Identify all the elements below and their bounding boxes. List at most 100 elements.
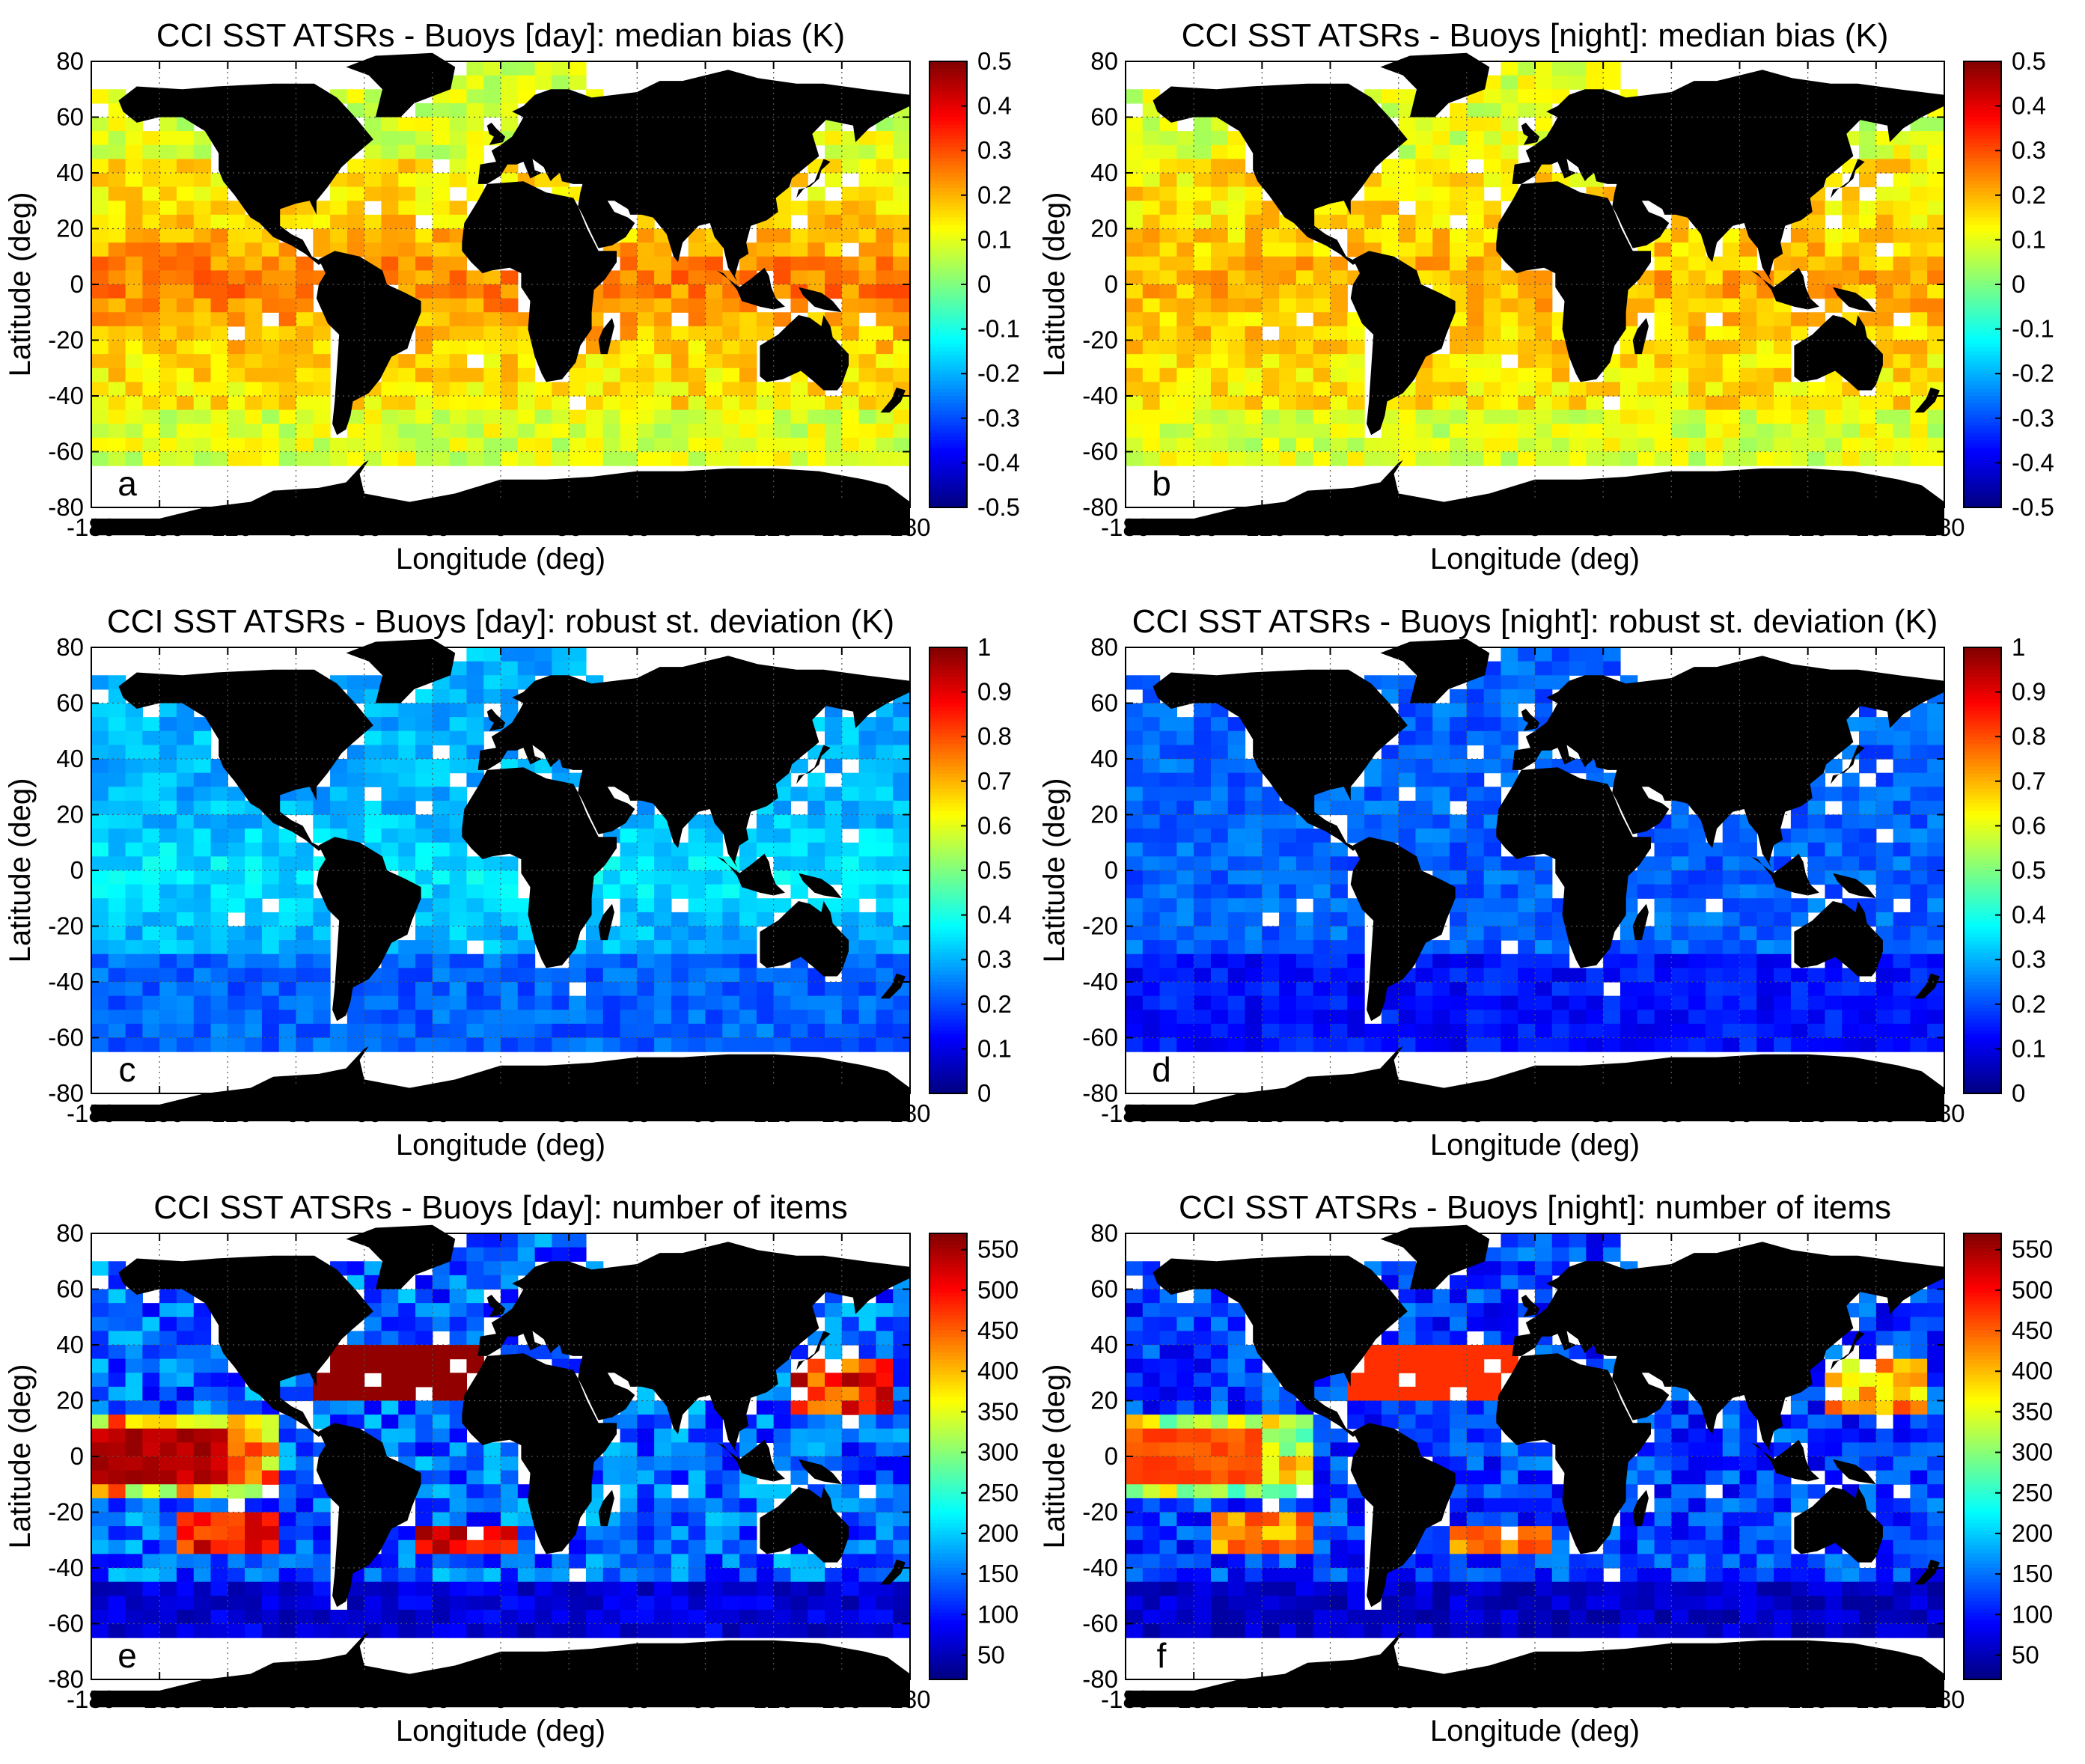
heatmap-cell bbox=[415, 898, 433, 913]
heatmap-cell bbox=[756, 312, 775, 327]
heatmap-cell bbox=[159, 270, 177, 285]
heatmap-cell bbox=[108, 940, 126, 955]
heatmap-cell bbox=[1654, 256, 1672, 271]
heatmap-cell bbox=[1875, 995, 1894, 1010]
heatmap-cell bbox=[313, 367, 331, 382]
colorbar-segment bbox=[929, 448, 967, 453]
heatmap-cell bbox=[858, 298, 877, 313]
colorbar-segment bbox=[929, 751, 967, 756]
heatmap-cell bbox=[1842, 995, 1860, 1010]
heatmap-cell bbox=[1688, 396, 1706, 411]
heatmap-cell bbox=[159, 1428, 177, 1443]
heatmap-cell bbox=[296, 409, 314, 424]
heatmap-cell bbox=[193, 228, 212, 243]
heatmap-cell bbox=[1245, 298, 1263, 313]
colorbar-segment bbox=[929, 699, 967, 704]
land-greenland bbox=[346, 52, 456, 118]
heatmap-cell bbox=[1159, 1023, 1177, 1039]
colorbar-segment bbox=[1964, 98, 2001, 103]
heatmap-cell bbox=[313, 995, 331, 1010]
heatmap-cell bbox=[893, 898, 911, 913]
heatmap-cell bbox=[1774, 451, 1792, 466]
heatmap-cell bbox=[1518, 953, 1536, 968]
heatmap-cell bbox=[245, 1596, 263, 1611]
heatmap-cell bbox=[1688, 870, 1706, 885]
colorbar-segment bbox=[1964, 989, 2001, 994]
heatmap-cell bbox=[1159, 759, 1177, 774]
heatmap-cell bbox=[1910, 340, 1928, 355]
heatmap-cell bbox=[415, 117, 433, 132]
heatmap-cell bbox=[432, 828, 451, 843]
heatmap-cell bbox=[1927, 870, 1945, 885]
heatmap-cell bbox=[602, 451, 621, 466]
heatmap-cell bbox=[296, 1373, 314, 1388]
heatmap-cell bbox=[1620, 424, 1638, 439]
heatmap-cell bbox=[91, 242, 109, 257]
heatmap-cell bbox=[142, 298, 160, 313]
heatmap-cell bbox=[1142, 173, 1161, 188]
panel-d: CCI SST ATSRs - Buoys [night]: robust st… bbox=[1038, 603, 2046, 1162]
heatmap-cell bbox=[1859, 173, 1877, 188]
heatmap-cell bbox=[228, 968, 245, 983]
heatmap-cell bbox=[313, 926, 331, 941]
heatmap-cell bbox=[1364, 437, 1382, 453]
colorbar-segment bbox=[1964, 1078, 2001, 1083]
heatmap-cell bbox=[1893, 995, 1911, 1010]
heatmap-cell bbox=[1807, 284, 1826, 299]
heatmap-cell bbox=[1569, 451, 1587, 466]
heatmap-cell bbox=[1347, 828, 1365, 843]
heatmap-cell bbox=[1535, 284, 1553, 299]
heatmap-cell bbox=[125, 870, 143, 885]
heatmap-cell bbox=[790, 842, 808, 857]
heatmap-cell bbox=[1722, 828, 1741, 843]
colorbar-segment bbox=[1964, 221, 2001, 226]
heatmap-cell bbox=[808, 842, 825, 857]
heatmap-cell bbox=[1142, 256, 1161, 271]
heatmap-cell bbox=[108, 228, 126, 243]
colorbar-segment bbox=[1964, 903, 2001, 909]
heatmap-cell bbox=[1927, 228, 1945, 243]
heatmap-cell bbox=[517, 451, 536, 466]
colorbar-segment bbox=[929, 974, 967, 979]
heatmap-cell bbox=[1586, 409, 1604, 424]
heatmap-cell bbox=[432, 256, 451, 271]
heatmap-cell bbox=[808, 186, 825, 201]
heatmap-cell bbox=[415, 787, 433, 802]
heatmap-cell bbox=[91, 340, 109, 355]
heatmap-cell bbox=[125, 159, 143, 174]
heatmap-cell bbox=[1450, 437, 1468, 453]
heatmap-cell bbox=[841, 1023, 860, 1039]
heatmap-cell bbox=[1654, 396, 1672, 411]
heatmap-cell bbox=[1126, 340, 1144, 355]
heatmap-cell bbox=[1637, 437, 1655, 453]
heatmap-cell bbox=[1398, 214, 1417, 230]
heatmap-cell bbox=[1210, 953, 1229, 968]
colorbar: 10.90.80.70.60.50.40.30.20.10 bbox=[929, 633, 1012, 1107]
heatmap-cell bbox=[466, 647, 484, 662]
heatmap-cell bbox=[1176, 326, 1194, 341]
heatmap-cell bbox=[534, 1037, 552, 1052]
heatmap-cell bbox=[261, 940, 280, 955]
heatmap-cell bbox=[398, 396, 416, 411]
heatmap-cell bbox=[1825, 814, 1843, 829]
heatmap-cell bbox=[569, 437, 587, 453]
colorbar-segment bbox=[929, 277, 967, 281]
heatmap-cell bbox=[176, 1526, 195, 1541]
heatmap-cell bbox=[825, 814, 843, 829]
heatmap-cell bbox=[1398, 173, 1417, 188]
heatmap-cell bbox=[1126, 787, 1144, 802]
colorbar-segment bbox=[929, 410, 967, 415]
heatmap-cell bbox=[1483, 89, 1502, 104]
heatmap-cell bbox=[517, 75, 536, 90]
heatmap-cell bbox=[1705, 298, 1724, 313]
y-tick-label: 60 bbox=[56, 103, 84, 131]
heatmap-cell bbox=[142, 940, 160, 955]
heatmap-cell bbox=[125, 298, 143, 313]
heatmap-cell bbox=[825, 982, 843, 997]
heatmap-cell bbox=[1381, 201, 1399, 216]
heatmap-cell bbox=[705, 898, 723, 913]
heatmap-cell bbox=[1927, 437, 1945, 453]
heatmap-cell bbox=[330, 186, 348, 201]
heatmap-cell bbox=[108, 354, 126, 369]
heatmap-cell bbox=[1774, 326, 1792, 341]
